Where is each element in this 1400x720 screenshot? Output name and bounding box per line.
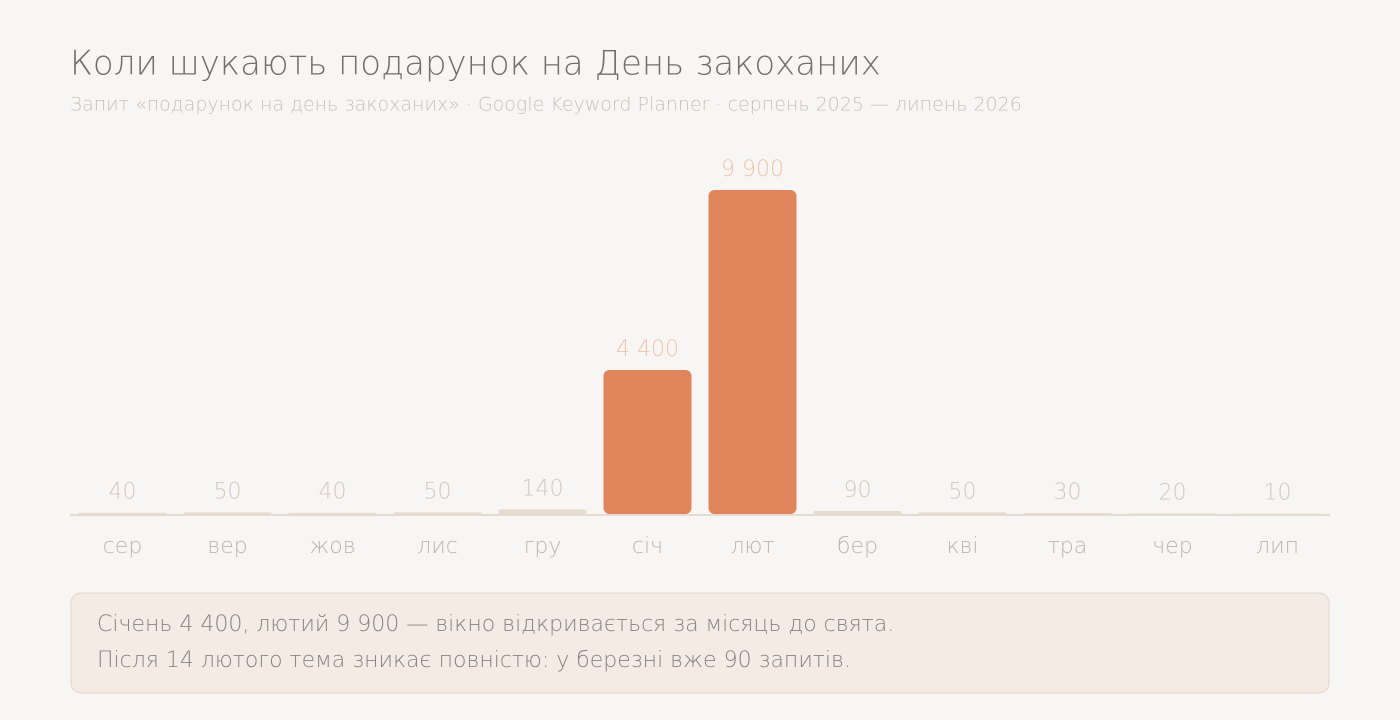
bar bbox=[498, 509, 587, 514]
value-label: 20 bbox=[1159, 480, 1187, 505]
bar bbox=[813, 511, 902, 514]
x-tick-label: гру bbox=[524, 534, 562, 559]
bar bbox=[918, 512, 1007, 514]
bar bbox=[1128, 513, 1217, 514]
bar bbox=[183, 512, 272, 514]
value-label: 40 bbox=[109, 480, 137, 505]
annotation-line: Після 14 лютого тема зникає повністю: у … bbox=[97, 648, 851, 673]
value-label: 30 bbox=[1054, 480, 1082, 505]
value-label: 50 bbox=[214, 479, 242, 504]
chart-title: Коли шукають подарунок на День закоханих bbox=[70, 44, 881, 84]
value-label: 140 bbox=[522, 476, 564, 501]
x-tick-label: сер bbox=[103, 534, 143, 559]
chart-subtitle: Запит «подарунок на день закоханих» · Go… bbox=[70, 94, 1022, 116]
x-tick-label: чер bbox=[1152, 534, 1193, 559]
value-label: 90 bbox=[844, 478, 872, 503]
x-tick-label: бер bbox=[837, 534, 878, 559]
bar bbox=[288, 512, 377, 514]
x-tick-label: жов bbox=[309, 534, 355, 559]
value-label: 4 400 bbox=[616, 337, 679, 362]
bar bbox=[78, 512, 167, 514]
annotation-box bbox=[70, 592, 1330, 694]
bar bbox=[393, 512, 482, 514]
value-label: 40 bbox=[319, 480, 347, 505]
x-tick-label: лип bbox=[1256, 534, 1299, 559]
value-label: 10 bbox=[1264, 481, 1292, 506]
value-label: 9 900 bbox=[721, 157, 784, 182]
x-tick-label: січ bbox=[632, 534, 663, 559]
bar bbox=[1023, 513, 1112, 514]
bar bbox=[603, 370, 692, 514]
x-tick-label: тра bbox=[1048, 534, 1088, 559]
x-tick-label: лют bbox=[730, 534, 774, 559]
x-tick-label: вер bbox=[207, 534, 247, 559]
value-label: 50 bbox=[424, 479, 452, 504]
annotation-line: Січень 4 400, лютий 9 900 — вікно відкри… bbox=[97, 612, 894, 637]
bar bbox=[708, 190, 797, 514]
x-tick-label: кві bbox=[946, 534, 978, 559]
value-label: 50 bbox=[949, 479, 977, 504]
x-tick-label: лис bbox=[417, 534, 458, 559]
